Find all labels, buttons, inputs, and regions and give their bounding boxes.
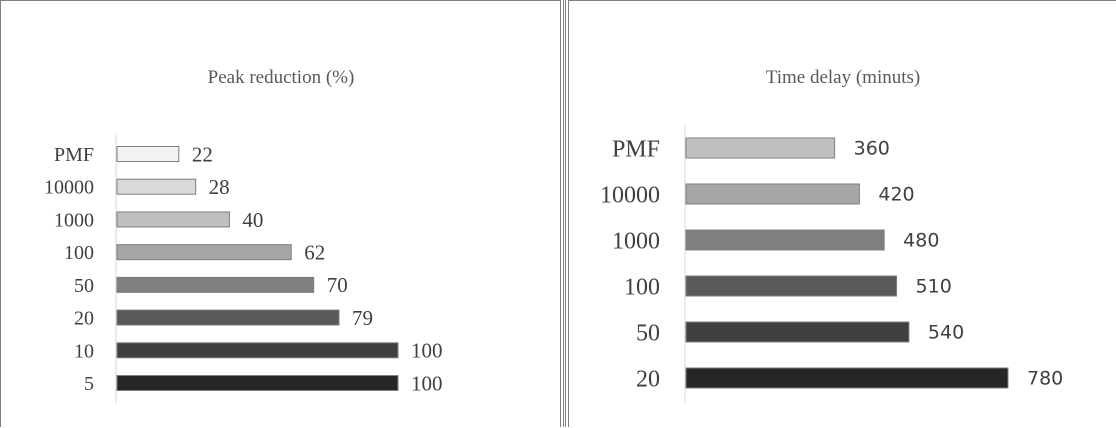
category-label: 10	[74, 340, 94, 362]
bar	[685, 367, 1009, 389]
bar	[116, 244, 292, 261]
time-delay-panel: Time delay (minuts) PMF 360 10000 420 1000 48…	[568, 0, 1116, 427]
bar	[116, 375, 399, 391]
bar	[116, 342, 399, 359]
data-label: 62	[304, 240, 325, 264]
data-label: 360	[854, 138, 890, 160]
category-label: 1000	[54, 209, 94, 231]
bars-group: PMF 22 10000 28 1000 40 100 62 50 70 20 79 10 100 5 100	[44, 142, 443, 395]
bar	[685, 229, 885, 251]
category-label: 10000	[44, 177, 94, 199]
bars-group: PMF 360 10000 420 1000 480 100 510 50 540 20 780	[600, 136, 1063, 392]
data-label: 480	[903, 230, 939, 252]
category-label: 20	[636, 366, 660, 392]
time-delay-chart: Time delay (minuts) PMF 360 10000 420 1000 48…	[600, 67, 1063, 403]
peak-reduction-panel: Peak reduction (%) PMF 22 10000 28 1000 40 100…	[0, 0, 561, 427]
bar	[116, 178, 197, 195]
data-label: 540	[928, 322, 964, 344]
data-label: 420	[878, 184, 914, 206]
bar	[685, 275, 898, 297]
panel-divider	[563, 0, 566, 427]
category-label: 100	[64, 242, 94, 264]
category-label: 1000	[612, 228, 660, 254]
data-label: 100	[411, 339, 443, 363]
category-label: 100	[624, 274, 660, 300]
bar	[116, 309, 340, 326]
data-label: 70	[327, 273, 348, 297]
data-label: 510	[916, 276, 952, 298]
bar	[116, 146, 180, 162]
data-label: 22	[192, 142, 213, 166]
category-label: 50	[74, 275, 94, 297]
data-label: 28	[209, 175, 230, 199]
chart-title: Time delay (minuts)	[766, 67, 920, 88]
data-label: 100	[411, 371, 443, 395]
bar	[685, 137, 836, 159]
bar	[685, 183, 860, 205]
bar	[685, 321, 910, 343]
bar	[116, 276, 315, 293]
category-label: 50	[636, 320, 660, 346]
bar	[116, 211, 230, 228]
category-label: 10000	[600, 182, 660, 208]
category-label: PMF	[54, 144, 94, 166]
category-label: PMF	[612, 136, 660, 162]
category-label: 5	[84, 373, 94, 395]
chart-title: Peak reduction (%)	[208, 67, 355, 88]
category-label: 20	[74, 308, 94, 330]
data-label: 79	[352, 306, 373, 330]
peak-reduction-chart: Peak reduction (%) PMF 22 10000 28 1000 40 100…	[44, 67, 443, 403]
data-label: 40	[242, 208, 263, 232]
data-label: 780	[1027, 368, 1063, 390]
